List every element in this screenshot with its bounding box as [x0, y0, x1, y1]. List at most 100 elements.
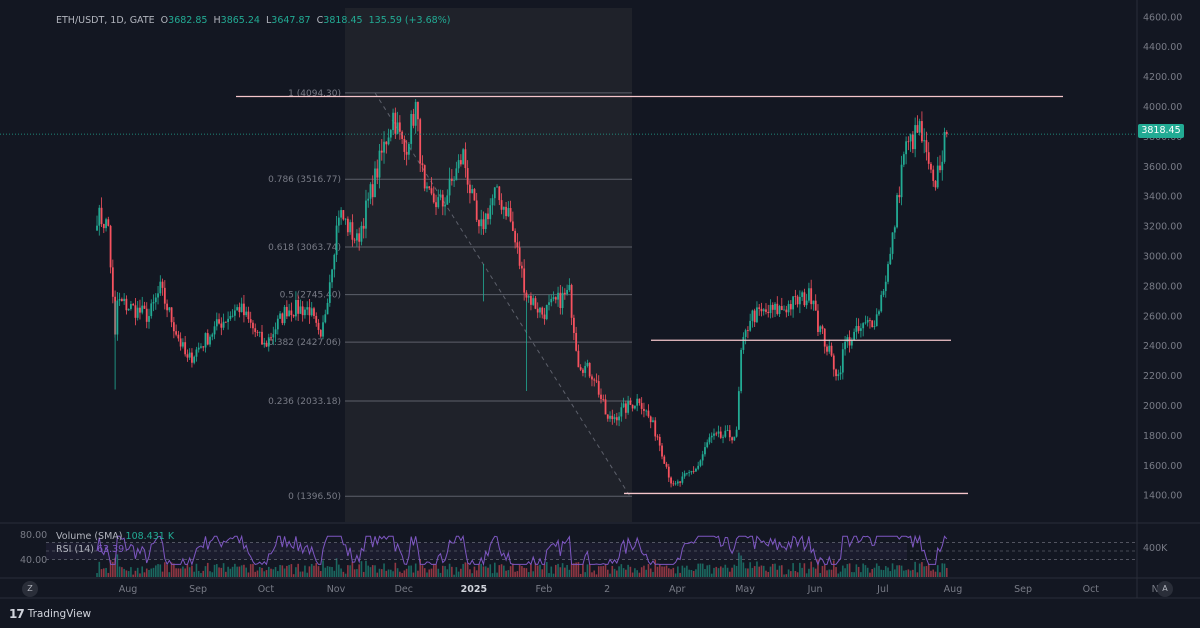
volume-bar: [742, 562, 745, 577]
candle-body: [572, 317, 575, 333]
volume-bar: [760, 565, 763, 577]
candle-body: [844, 341, 846, 350]
candle-body: [281, 313, 284, 324]
volume-bar: [107, 572, 110, 577]
time-axis-tick: Sep: [189, 584, 207, 595]
volume-bar: [921, 562, 923, 577]
volume-bar: [731, 567, 733, 577]
candle-body: [238, 307, 241, 313]
candle-body: [776, 303, 779, 314]
volume-bar: [139, 573, 141, 577]
candle-body: [758, 307, 761, 309]
candle-body: [896, 195, 898, 228]
volume-indicator-legend[interactable]: Volume (SMA) 108.431 K: [56, 531, 174, 542]
timezone-button[interactable]: Z: [22, 581, 38, 597]
candle-body: [661, 445, 663, 457]
candle-body: [209, 336, 211, 345]
symbol-label[interactable]: ETH/USDT, 1D, GATE: [56, 15, 155, 26]
volume-bar: [412, 572, 415, 577]
volume-bar: [683, 567, 686, 577]
candle-body: [387, 137, 390, 145]
candle-body: [100, 207, 103, 225]
volume-bar: [209, 571, 211, 577]
volume-bar: [401, 573, 403, 577]
price-axis-tick: 3200.00: [1143, 222, 1182, 233]
volume-bar: [771, 563, 774, 577]
candle-body: [107, 219, 110, 226]
volume-bar: [880, 569, 883, 577]
volume-bar: [229, 568, 232, 577]
candle-body: [841, 349, 844, 373]
candle-body: [595, 380, 598, 382]
candle-body: [464, 149, 467, 169]
volume-bar: [627, 564, 629, 577]
tradingview-branding[interactable]: 17 TradingView: [9, 607, 91, 621]
volume-bar: [512, 563, 514, 577]
volume-bar: [909, 570, 912, 577]
volume-bar: [930, 570, 932, 577]
volume-bar: [875, 563, 878, 577]
candle-body: [830, 345, 833, 356]
volume-bar: [903, 570, 905, 577]
time-axis-tick: Aug: [944, 584, 963, 595]
candle-body: [484, 213, 487, 230]
candle-body: [469, 184, 471, 194]
volume-bar: [828, 569, 831, 577]
candle-body: [543, 314, 546, 320]
candle-body: [588, 362, 591, 377]
candle-body: [170, 307, 173, 323]
candle-body: [860, 328, 862, 331]
candle-body: [263, 342, 266, 345]
candle-body: [751, 310, 754, 321]
volume-bar: [394, 562, 397, 577]
candle-body: [448, 178, 451, 196]
auto-scale-button[interactable]: A: [1157, 581, 1173, 597]
volume-bar: [733, 564, 736, 577]
candle-body: [821, 326, 824, 329]
candle-body: [120, 299, 123, 302]
candle-body: [683, 473, 686, 477]
candle-body: [767, 311, 770, 314]
volume-bar: [270, 568, 272, 577]
volume-bar: [860, 572, 862, 577]
volume-bar: [649, 568, 652, 577]
volume-bar: [340, 568, 342, 577]
volume-bar: [154, 565, 157, 577]
volume-bar: [862, 563, 864, 577]
volume-bar: [109, 559, 112, 577]
candle-body: [582, 369, 584, 373]
volume-bar: [595, 574, 598, 577]
volume-bar: [145, 568, 148, 577]
candle-body: [557, 292, 559, 300]
candle-body: [288, 310, 291, 317]
candle-body: [765, 309, 767, 312]
volume-bar: [552, 573, 555, 577]
candle-body: [658, 436, 661, 446]
rsi-indicator-legend[interactable]: RSI (14) 63.39: [56, 544, 124, 555]
volume-bar: [261, 567, 263, 577]
candle-body: [665, 463, 668, 467]
time-axis-tick: Dec: [395, 584, 413, 595]
volume-bar: [179, 568, 182, 577]
candle-body: [417, 101, 419, 120]
candle-body: [123, 298, 126, 302]
candle-body: [945, 131, 948, 135]
candle-body: [579, 367, 582, 370]
candle-body: [179, 338, 182, 347]
volume-bar: [925, 566, 928, 577]
volume-bar: [272, 569, 275, 577]
volume-bar: [408, 565, 410, 577]
volume-bar: [555, 564, 557, 577]
volume-bar: [256, 570, 259, 577]
volume-bar: [457, 571, 460, 577]
volume-bar: [738, 552, 740, 577]
candle-body: [369, 184, 372, 199]
volume-bar: [369, 567, 372, 577]
candle-body: [884, 281, 887, 292]
volume-bar: [308, 566, 311, 577]
candle-body: [701, 454, 704, 461]
candle-body: [918, 121, 921, 133]
volume-bar: [482, 566, 485, 577]
candle-body: [306, 307, 309, 310]
